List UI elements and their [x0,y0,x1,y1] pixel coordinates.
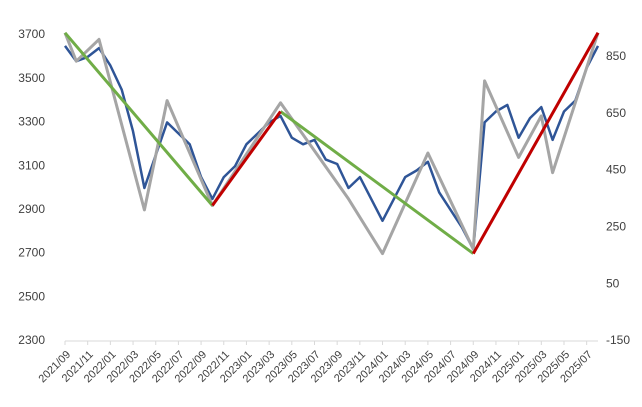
y-tick-label: 3300 [18,115,45,129]
y2-tick-label: 250 [606,220,626,234]
series-line [63,32,600,256]
y-tick-label: 3700 [18,27,45,41]
y2-tick-label: -150 [606,333,630,347]
y-tick-label: 2900 [18,202,45,216]
y-tick-label: 2300 [18,333,45,347]
series-line [279,110,475,255]
series-line [471,32,600,255]
y2-tick-label: 650 [606,106,626,120]
y-tick-label: 3100 [18,158,45,172]
series-line [211,110,282,207]
y-tick-label: 3500 [18,71,45,85]
y2-tick-label: 850 [606,49,626,63]
y2-tick-label: 450 [606,163,626,177]
series-line [63,31,214,207]
y-tick-label: 2700 [18,246,45,260]
y2-tick-label: 50 [606,276,620,290]
y-tick-label: 2500 [18,289,45,303]
